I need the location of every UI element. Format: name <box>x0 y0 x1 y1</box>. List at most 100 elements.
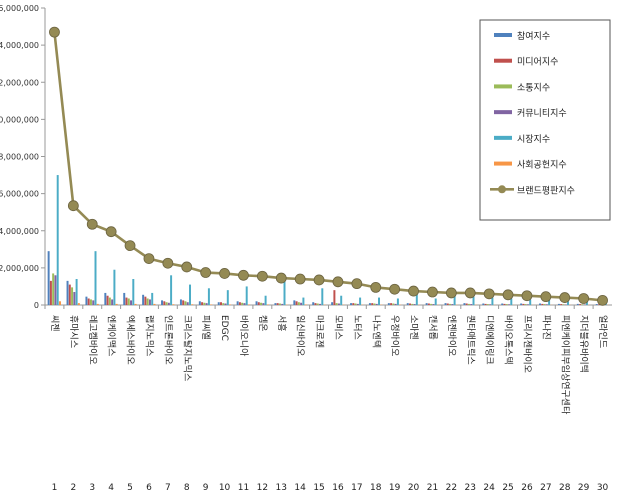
x-category-number: 26 <box>521 483 533 493</box>
bar <box>331 302 334 305</box>
brand-reputation-line <box>49 26 608 306</box>
bar <box>451 304 454 305</box>
x-category-label: 피씨엘 <box>200 315 211 340</box>
x-category-label: 씨젠 <box>49 315 60 332</box>
x-category-number: 11 <box>238 483 249 493</box>
bar <box>312 302 315 305</box>
bar <box>430 303 433 305</box>
bar <box>170 275 173 305</box>
line-point <box>143 253 155 264</box>
bar <box>411 303 414 305</box>
legend-line-marker <box>498 185 506 194</box>
bar <box>71 287 74 305</box>
bar <box>186 302 189 305</box>
x-category-label: 노터스 <box>351 315 362 340</box>
bar <box>526 304 529 305</box>
bar <box>522 303 525 305</box>
bar <box>340 295 343 305</box>
line-point <box>578 293 590 304</box>
bar <box>165 302 168 305</box>
bar <box>113 269 116 305</box>
line-point <box>502 289 514 301</box>
bar <box>222 303 225 305</box>
bar <box>191 304 194 305</box>
bar <box>278 303 281 305</box>
bar <box>87 298 90 305</box>
bar <box>576 303 579 305</box>
line-point <box>464 287 476 299</box>
x-category-number: 27 <box>540 483 551 493</box>
legend-entry: 커뮤니티지수 <box>517 108 567 119</box>
x-category-label: 우정바이오 <box>389 315 400 356</box>
y-tick-label: 14,000,000 <box>0 41 39 50</box>
x-category-number: 18 <box>370 483 382 493</box>
x-category-label: 바이오톡스텍 <box>503 315 514 365</box>
bar <box>257 302 260 305</box>
line-point <box>313 274 325 286</box>
line-point <box>86 218 98 230</box>
line-point <box>181 261 193 273</box>
y-tick-label: 4,000,000 <box>0 227 39 236</box>
x-category-number: 22 <box>446 483 457 493</box>
bar <box>489 304 492 305</box>
bar <box>560 304 563 305</box>
bar <box>49 280 52 305</box>
bar <box>394 303 397 305</box>
x-category-number: 10 <box>219 483 231 493</box>
legend-entry: 소통지수 <box>517 82 550 93</box>
x-category-label: 레고켐바이오 <box>87 315 99 365</box>
bar <box>396 298 399 305</box>
x-category-label: 프리시젠바이오 <box>521 315 532 373</box>
bar <box>142 294 145 305</box>
bar <box>425 303 428 305</box>
line-point <box>200 267 212 278</box>
line-point <box>332 276 344 288</box>
bar <box>264 295 267 305</box>
bar <box>201 302 204 305</box>
legend-entry: 미디어지수 <box>517 57 558 68</box>
y-tick-label: 10,000,000 <box>0 115 39 124</box>
bar <box>77 303 80 305</box>
bar <box>210 304 213 305</box>
bar <box>510 298 513 305</box>
x-category-number: 17 <box>351 483 362 493</box>
bar <box>167 302 170 305</box>
x-category-number: 13 <box>276 483 287 493</box>
legend-swatch <box>494 110 512 115</box>
line-point <box>389 283 401 295</box>
bar <box>446 303 449 305</box>
legend-entry: 참여지수 <box>517 30 550 42</box>
bar <box>238 302 241 305</box>
line-point <box>445 287 457 299</box>
x-category-label: 나노엔텍 <box>370 315 381 348</box>
bar <box>236 301 239 305</box>
bar <box>144 296 147 305</box>
bar <box>283 279 286 305</box>
bar <box>297 302 300 305</box>
x-category-number: 8 <box>184 483 190 493</box>
bar <box>562 304 565 305</box>
bar <box>583 304 586 305</box>
bar <box>304 304 307 305</box>
x-category-number: 30 <box>597 483 609 493</box>
x-category-label: 랩지노믹스 <box>143 315 155 356</box>
bar <box>539 303 542 305</box>
y-tick-label: 6,000,000 <box>0 190 39 199</box>
bar <box>409 303 411 305</box>
x-axis-labels: 씨젠 1 휴마시스 2 레고켐바이오 3 엔케이맥스 4 엑세스바이오 5 랩지노믹스 6 인트론바이오… <box>44 305 609 493</box>
x-category-label: 인트론바이오 <box>162 315 173 365</box>
bar <box>415 292 418 305</box>
x-category-number: 7 <box>165 483 171 493</box>
x-category-label: 캔서롭 <box>427 315 438 340</box>
bar <box>179 299 182 305</box>
line-point <box>351 278 363 290</box>
bar <box>501 303 504 305</box>
bar <box>224 303 227 305</box>
bar <box>220 302 222 305</box>
bar <box>130 300 133 305</box>
bar <box>387 303 390 305</box>
bar <box>255 301 258 305</box>
bar <box>198 301 201 305</box>
x-category-number: 1 <box>52 483 58 493</box>
